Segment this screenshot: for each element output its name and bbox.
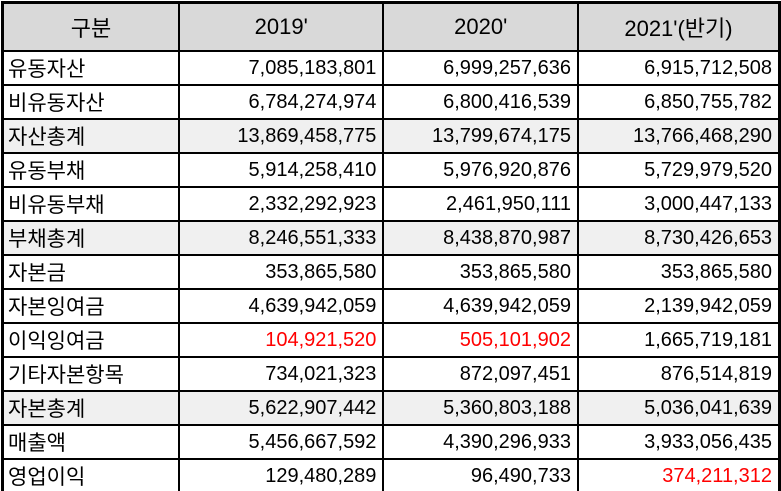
table-row: 영업이익 129,480,289 96,490,733 374,211,312 <box>1 458 781 491</box>
value-cell: 4,639,942,059 <box>177 288 385 324</box>
table-row: 매출액 5,456,667,592 4,390,296,933 3,933,056,4… <box>1 424 781 460</box>
value-cell: 3,000,447,133 <box>576 186 781 222</box>
value-cell: 8,438,870,987 <box>382 220 579 256</box>
row-label: 유동부채 <box>1 152 180 188</box>
value-cell: 5,622,907,442 <box>177 390 385 426</box>
table-row: 자본금 353,865,580 353,865,580 353,865,580 <box>1 254 781 290</box>
value-cell: 2,139,942,059 <box>576 288 781 324</box>
value-cell: 5,036,041,639 <box>576 390 781 426</box>
table-row: 자본잉여금 4,639,942,059 4,639,942,059 2,139,942… <box>1 288 781 324</box>
value-cell: 872,097,451 <box>382 356 579 392</box>
header-year-2020: 2020' <box>382 1 579 52</box>
value-cell: 734,021,323 <box>177 356 385 392</box>
table-row: 유동부채 5,914,258,410 5,976,920,876 5,729,979,… <box>1 152 781 188</box>
value-cell: 6,850,755,782 <box>576 84 781 120</box>
header-year-2019: 2019' <box>177 1 385 52</box>
header-row: 구분 2019' 2020' 2021'(반기) <box>1 1 781 52</box>
value-cell: 353,865,580 <box>382 254 579 290</box>
value-cell: 353,865,580 <box>177 254 385 290</box>
value-cell: 6,784,274,974 <box>177 84 385 120</box>
value-cell: 5,914,258,410 <box>177 152 385 188</box>
table-row: 유동자산 7,085,183,801 6,999,257,636 6,915,712,… <box>1 50 781 86</box>
value-cell: 13,869,458,775 <box>177 118 385 154</box>
row-label: 유동자산 <box>1 50 180 86</box>
value-cell: 5,976,920,876 <box>382 152 579 188</box>
row-label: 영업이익 <box>1 458 180 491</box>
value-cell: 6,999,257,636 <box>382 50 579 86</box>
value-cell: 13,766,468,290 <box>576 118 781 154</box>
value-cell: 13,799,674,175 <box>382 118 579 154</box>
value-cell: 8,730,426,653 <box>576 220 781 256</box>
financial-table-body: 유동자산 7,085,183,801 6,999,257,636 6,915,712,… <box>1 50 781 491</box>
row-label: 기타자본항목 <box>1 356 180 392</box>
value-cell: 353,865,580 <box>576 254 781 290</box>
value-cell: 6,915,712,508 <box>576 50 781 86</box>
table-row: 자본총계 5,622,907,442 5,360,803,188 5,036,041,… <box>1 390 781 426</box>
row-label: 자본잉여금 <box>1 288 180 324</box>
row-label: 비유동자산 <box>1 84 180 120</box>
row-label: 자산총계 <box>1 118 180 154</box>
table-row: 이익잉여금 104,921,520 505,101,902 1,665,719,181 <box>1 322 781 358</box>
table-row: 기타자본항목 734,021,323 872,097,451 876,514,819 <box>1 356 781 392</box>
header-year-2021-half: 2021'(반기) <box>576 1 781 52</box>
value-cell: 374,211,312 <box>576 458 781 491</box>
value-cell: 4,390,296,933 <box>382 424 579 460</box>
value-cell: 5,456,667,592 <box>177 424 385 460</box>
table-row: 비유동부채 2,332,292,923 2,461,950,111 3,000,447… <box>1 186 781 222</box>
header-category: 구분 <box>1 1 180 52</box>
value-cell: 876,514,819 <box>576 356 781 392</box>
table-row: 부채총계 8,246,551,333 8,438,870,987 8,730,426,… <box>1 220 781 256</box>
value-cell: 1,665,719,181 <box>576 322 781 358</box>
value-cell: 129,480,289 <box>177 458 385 491</box>
value-cell: 6,800,416,539 <box>382 84 579 120</box>
value-cell: 104,921,520 <box>177 322 385 358</box>
table-row: 비유동자산 6,784,274,974 6,800,416,539 6,850,755… <box>1 84 781 120</box>
value-cell: 2,461,950,111 <box>382 186 579 222</box>
value-cell: 3,933,056,435 <box>576 424 781 460</box>
value-cell: 5,360,803,188 <box>382 390 579 426</box>
row-label: 비유동부채 <box>1 186 180 222</box>
row-label: 이익잉여금 <box>1 322 180 358</box>
row-label: 매출액 <box>1 424 180 460</box>
value-cell: 96,490,733 <box>382 458 579 491</box>
value-cell: 2,332,292,923 <box>177 186 385 222</box>
value-cell: 505,101,902 <box>382 322 579 358</box>
row-label: 부채총계 <box>1 220 180 256</box>
row-label: 자본총계 <box>1 390 180 426</box>
value-cell: 4,639,942,059 <box>382 288 579 324</box>
value-cell: 5,729,979,520 <box>576 152 781 188</box>
table-row: 자산총계 13,869,458,775 13,799,674,175 13,766,4… <box>1 118 781 154</box>
value-cell: 8,246,551,333 <box>177 220 385 256</box>
value-cell: 7,085,183,801 <box>177 50 385 86</box>
row-label: 자본금 <box>1 254 180 290</box>
